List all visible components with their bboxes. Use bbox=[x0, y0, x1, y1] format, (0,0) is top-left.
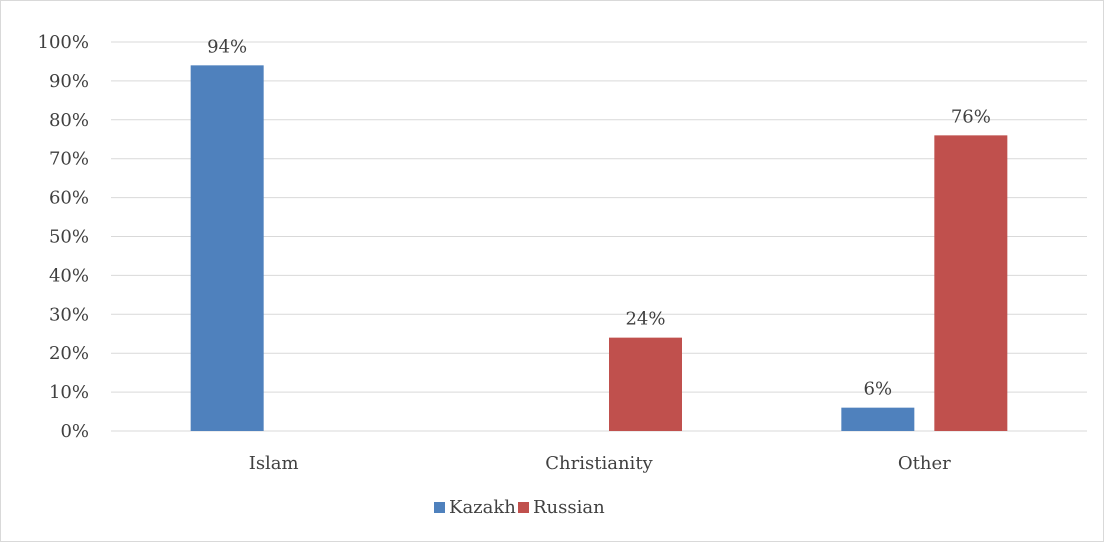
y-tick-label: 80% bbox=[49, 110, 89, 131]
data-labels: 94% 24% 6% 76% bbox=[207, 36, 991, 399]
category-label: Christianity bbox=[545, 453, 653, 474]
category-label: Islam bbox=[249, 453, 299, 474]
category-label: Other bbox=[898, 453, 951, 474]
data-label: 24% bbox=[625, 309, 665, 330]
y-tick-label: 0% bbox=[60, 421, 89, 442]
legend-swatch-kazakh bbox=[434, 502, 445, 513]
bar-russian-other bbox=[934, 135, 1008, 432]
y-tick-label: 10% bbox=[49, 382, 89, 403]
y-tick-label: 20% bbox=[49, 343, 89, 364]
bars bbox=[190, 65, 1008, 432]
data-label: 94% bbox=[207, 36, 247, 57]
bar-kazakh-other bbox=[841, 407, 915, 431]
y-tick-label: 40% bbox=[49, 265, 89, 286]
legend-label: Kazakh bbox=[449, 497, 516, 518]
y-tick-label: 60% bbox=[49, 188, 89, 209]
bar-kazakh-islam bbox=[190, 65, 264, 431]
y-tick-label: 70% bbox=[49, 149, 89, 170]
y-tick-label: 90% bbox=[49, 71, 89, 92]
data-label: 6% bbox=[864, 379, 893, 400]
x-axis-categories: Islam Christianity Other bbox=[249, 453, 951, 474]
y-axis-ticks: 0% 10% 20% 30% 40% 50% 60% 70% 80% 90% 100% bbox=[38, 32, 89, 442]
y-tick-label: 100% bbox=[38, 32, 89, 53]
y-tick-label: 30% bbox=[49, 304, 89, 325]
legend-label: Russian bbox=[533, 497, 605, 518]
data-label: 76% bbox=[951, 106, 991, 127]
y-tick-label: 50% bbox=[49, 227, 89, 248]
legend-swatch-russian bbox=[518, 502, 529, 513]
bar-russian-christianity bbox=[609, 337, 682, 431]
gridlines bbox=[111, 41, 1087, 432]
legend: Kazakh Russian bbox=[434, 497, 605, 518]
